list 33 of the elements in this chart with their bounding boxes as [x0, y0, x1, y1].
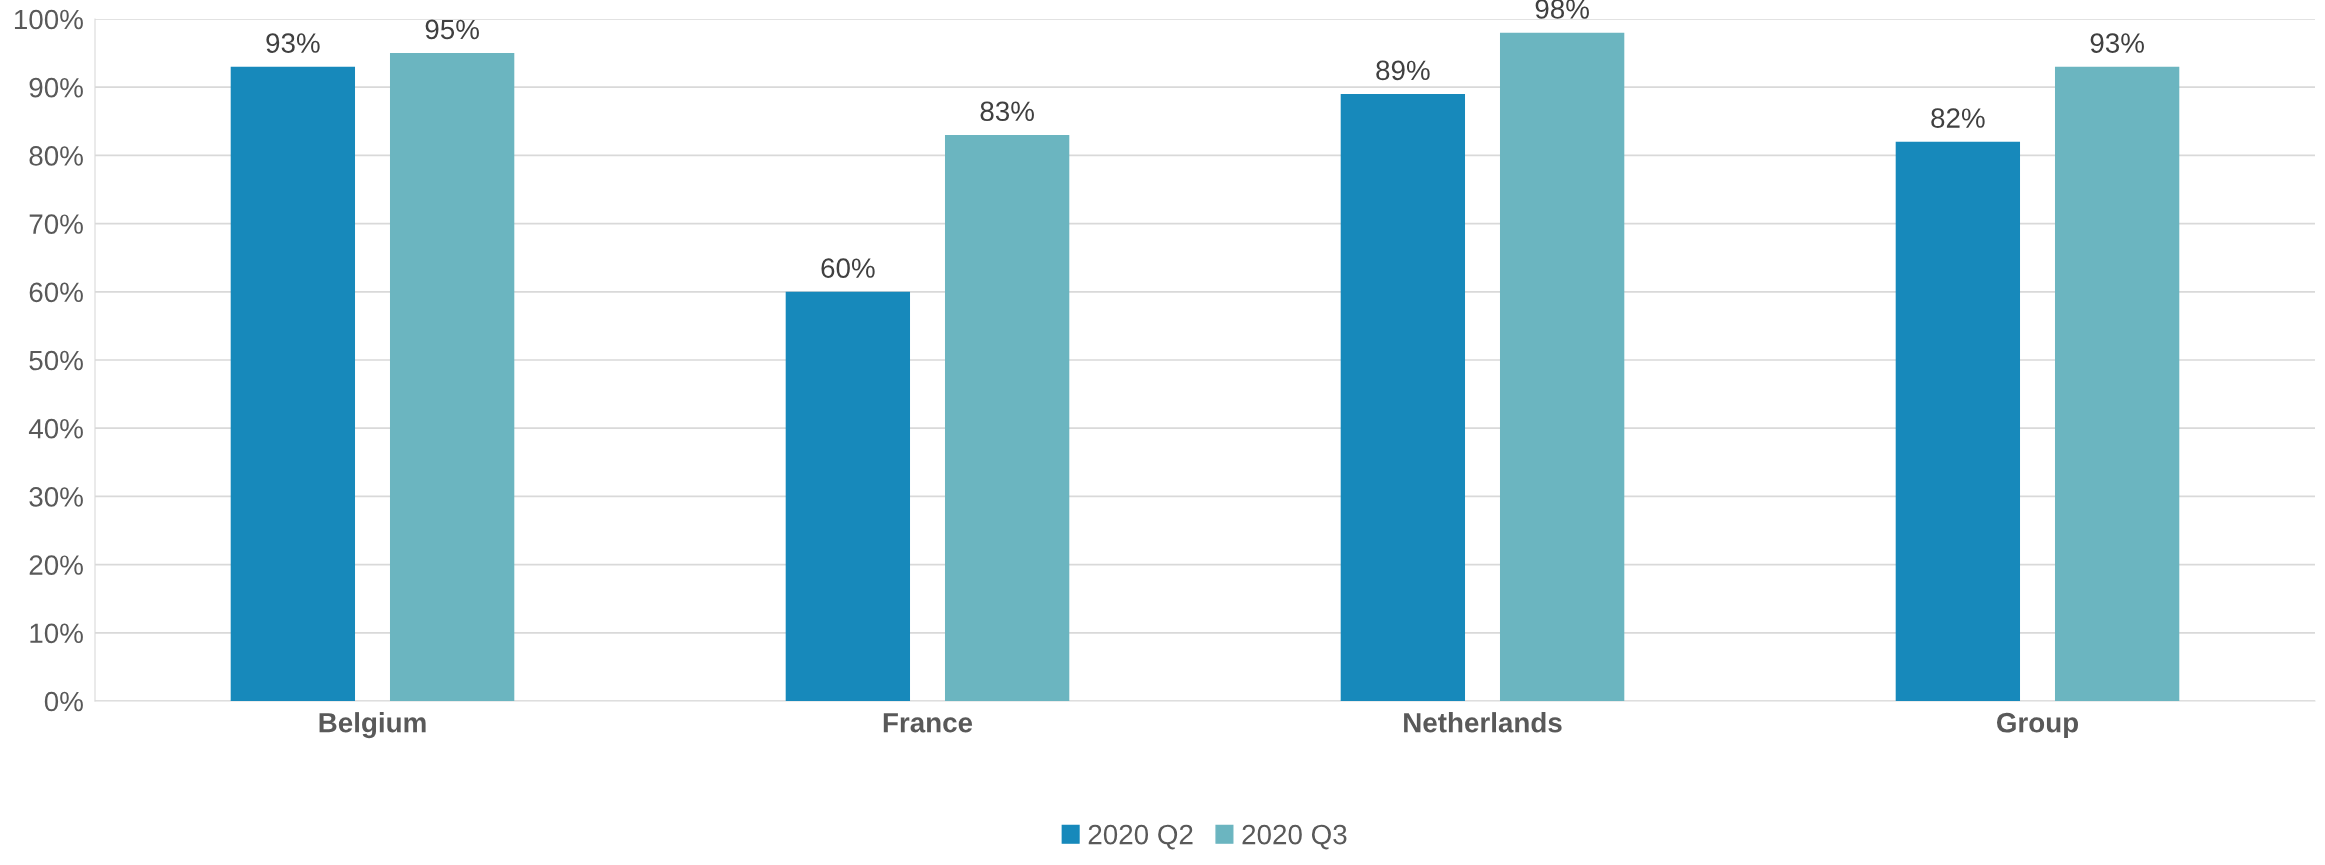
- y-tick-label: 60%: [29, 282, 83, 303]
- y-tick-label: 30%: [29, 487, 83, 507]
- data-label: 93%: [2090, 33, 2144, 53]
- bar: [944, 134, 1070, 701]
- y-tick-label: 80%: [29, 146, 83, 166]
- y-tick-label: 70%: [29, 214, 83, 234]
- data-label: 93%: [266, 33, 320, 53]
- y-tick-label: 40%: [28, 418, 83, 439]
- bar: [1895, 141, 2021, 701]
- legend-label: 2020 Q2: [1088, 824, 1193, 850]
- x-tick-label: Belgium: [319, 712, 426, 739]
- bar: [389, 53, 515, 701]
- y-tick-label: 10%: [30, 623, 83, 644]
- data-label: 95%: [425, 19, 479, 40]
- bar: [785, 291, 911, 701]
- x-tick-label: Netherlands: [1404, 712, 1562, 733]
- data-label: 60%: [821, 258, 875, 278]
- y-tick-label: 90%: [29, 77, 83, 98]
- data-label: 89%: [1376, 60, 1430, 81]
- x-tick-label: Group: [1996, 712, 2079, 739]
- data-label: 83%: [980, 101, 1034, 122]
- data-label: 82%: [1931, 108, 1985, 128]
- data-label: 98%: [1535, 0, 1589, 19]
- bar: [1499, 32, 1625, 701]
- legend-label: 2020 Q3: [1242, 824, 1347, 850]
- bar: [2054, 66, 2180, 701]
- x-tick-label: France: [883, 713, 973, 733]
- bar: [1340, 94, 1466, 701]
- y-tick-label: 100%: [14, 9, 83, 30]
- y-tick-label: 20%: [29, 555, 83, 575]
- y-tick-label: 50%: [29, 350, 83, 371]
- bar: [230, 66, 356, 701]
- y-tick-label: 0%: [44, 691, 83, 712]
